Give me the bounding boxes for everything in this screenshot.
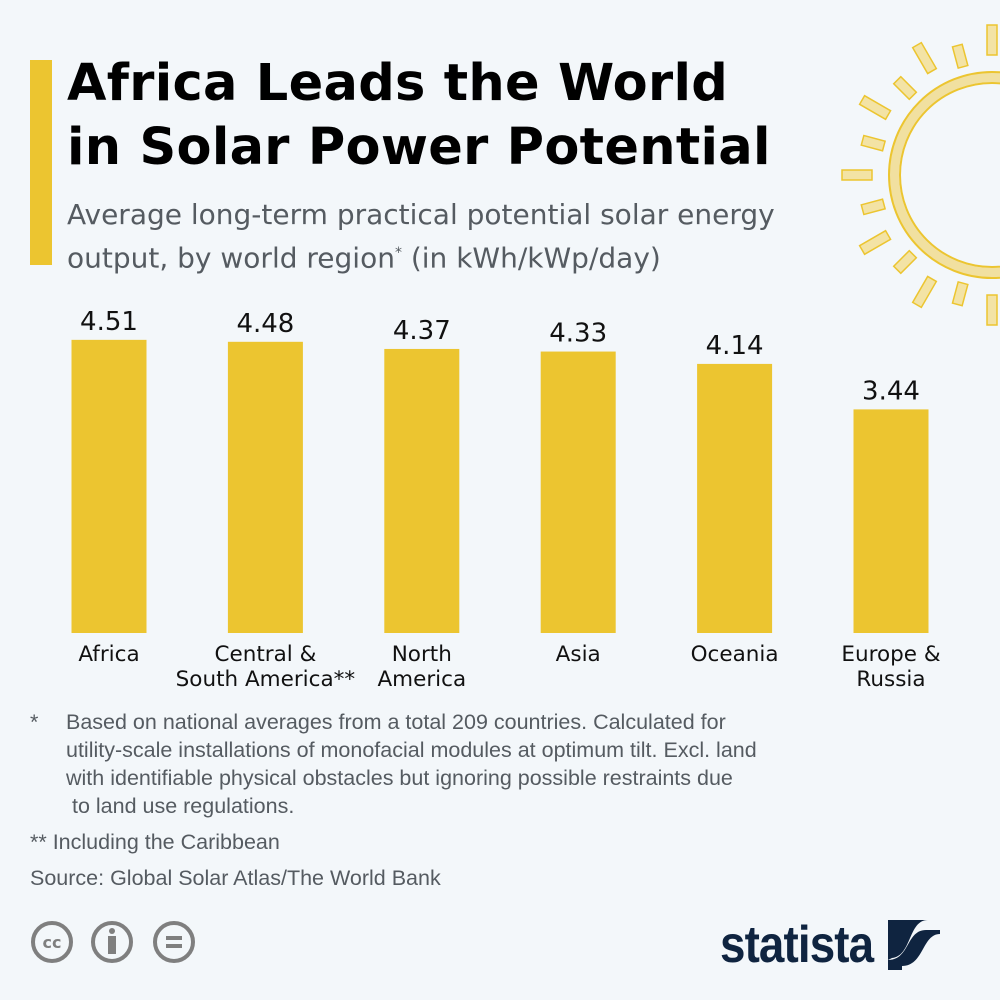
brand-name: statista xyxy=(720,916,874,974)
sun-ray xyxy=(986,24,998,56)
subtitle-line-2: output, by world region xyxy=(67,241,395,275)
sun-ray xyxy=(986,294,998,326)
bar-chart: 4.51 Africa 4.48 Central &South America** 4.… xyxy=(71,307,941,692)
data-label: 3.44 xyxy=(862,376,920,406)
category-label: Europe & xyxy=(841,642,940,667)
footnote-star-mark: * xyxy=(30,710,39,734)
bar xyxy=(540,351,616,633)
statista-logo-icon xyxy=(888,920,941,970)
footnote-line: to land use regulations. xyxy=(66,794,295,818)
sun-ray xyxy=(858,229,892,256)
bar xyxy=(697,363,773,633)
category-label: South America** xyxy=(176,667,356,692)
footnote-star: * Based on national averages from a tota… xyxy=(30,708,757,820)
sun-ray xyxy=(911,41,938,75)
category-label: America xyxy=(377,667,466,692)
data-label: 4.48 xyxy=(236,309,294,339)
data-label: 4.33 xyxy=(549,319,607,349)
sun-icon xyxy=(841,24,1000,326)
sun-ray xyxy=(911,275,938,309)
subtitle-line-1: Average long-term practical potential so… xyxy=(67,198,775,231)
category-label: Oceania xyxy=(691,642,779,667)
subtitle: Average long-term practical potential so… xyxy=(67,196,775,277)
category-label: Central & xyxy=(214,642,316,667)
cc-icon[interactable]: cc xyxy=(30,920,74,964)
accent-bar xyxy=(30,60,52,265)
title-line-2: in Solar Power Potential xyxy=(67,118,771,177)
footnote-line: Based on national averages from a total … xyxy=(66,710,726,734)
title-line-1: Africa Leads the World xyxy=(67,54,729,113)
category-label: Africa xyxy=(78,642,139,667)
subtitle-footnote-mark: * xyxy=(394,245,402,261)
page-title: Africa Leads the World in Solar Power Pot… xyxy=(67,52,771,180)
data-label: 4.51 xyxy=(80,307,138,337)
subtitle-unit: (in kWh/kWp/day) xyxy=(401,241,661,275)
category-label: Asia xyxy=(556,642,601,667)
sun-ray xyxy=(858,94,892,121)
category-label: Russia xyxy=(856,667,925,692)
source-note: Source: Global Solar Atlas/The World Ban… xyxy=(30,866,441,890)
footnote-line: with identifiable physical obstacles but… xyxy=(66,766,733,790)
bar xyxy=(384,348,460,633)
sun-ray xyxy=(951,280,969,307)
footnote-double-star: ** Including the Caribbean xyxy=(30,830,280,854)
sun-ray xyxy=(892,249,918,275)
sun-ray xyxy=(860,134,887,152)
bar xyxy=(853,409,929,633)
svg-text:cc: cc xyxy=(43,933,62,952)
data-label: 4.37 xyxy=(393,316,451,346)
statista-logo[interactable]: statista xyxy=(720,915,941,975)
attribution-icon[interactable] xyxy=(90,920,134,964)
no-derivatives-icon[interactable] xyxy=(152,920,196,964)
footnote-line: utility-scale installations of monofacia… xyxy=(66,738,757,762)
sun-ray xyxy=(892,75,918,101)
bar xyxy=(71,339,147,633)
category-label: North xyxy=(392,642,452,667)
data-label: 4.14 xyxy=(706,331,764,361)
bar xyxy=(227,341,303,633)
sun-ray xyxy=(860,198,887,216)
sun-ray xyxy=(841,169,873,181)
sun-ray xyxy=(951,43,969,70)
